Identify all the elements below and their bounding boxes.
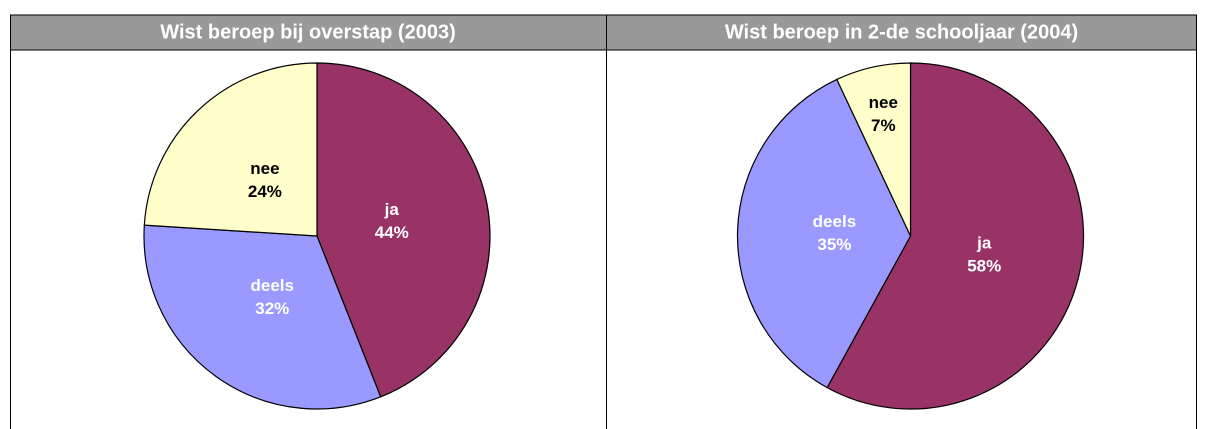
slice-name: deels	[813, 212, 856, 231]
pie-slice	[316, 62, 491, 398]
slice-name: nee	[869, 93, 898, 112]
slice-value: 32%	[255, 299, 289, 318]
pie-slice	[143, 224, 382, 410]
slice-name: deels	[251, 276, 294, 295]
slice-name: ja	[384, 200, 400, 219]
slice-name: ja	[976, 233, 992, 252]
chart-title: Wist beroep bij overstap (2003)	[160, 21, 455, 43]
pie-slice	[736, 78, 912, 389]
slice-value: 35%	[817, 235, 851, 254]
header-row	[10, 15, 1197, 50]
slice-name: nee	[250, 159, 279, 178]
pie-slice	[143, 62, 318, 237]
slice-value: 24%	[248, 182, 282, 201]
slice-value: 44%	[375, 223, 409, 242]
pie-slice	[836, 62, 912, 237]
pie-slice	[826, 62, 1085, 410]
chart-title: Wist beroep in 2-de schooljaar (2004)	[725, 21, 1078, 43]
slice-value: 7%	[871, 116, 896, 135]
slice-value: 58%	[967, 256, 1001, 275]
